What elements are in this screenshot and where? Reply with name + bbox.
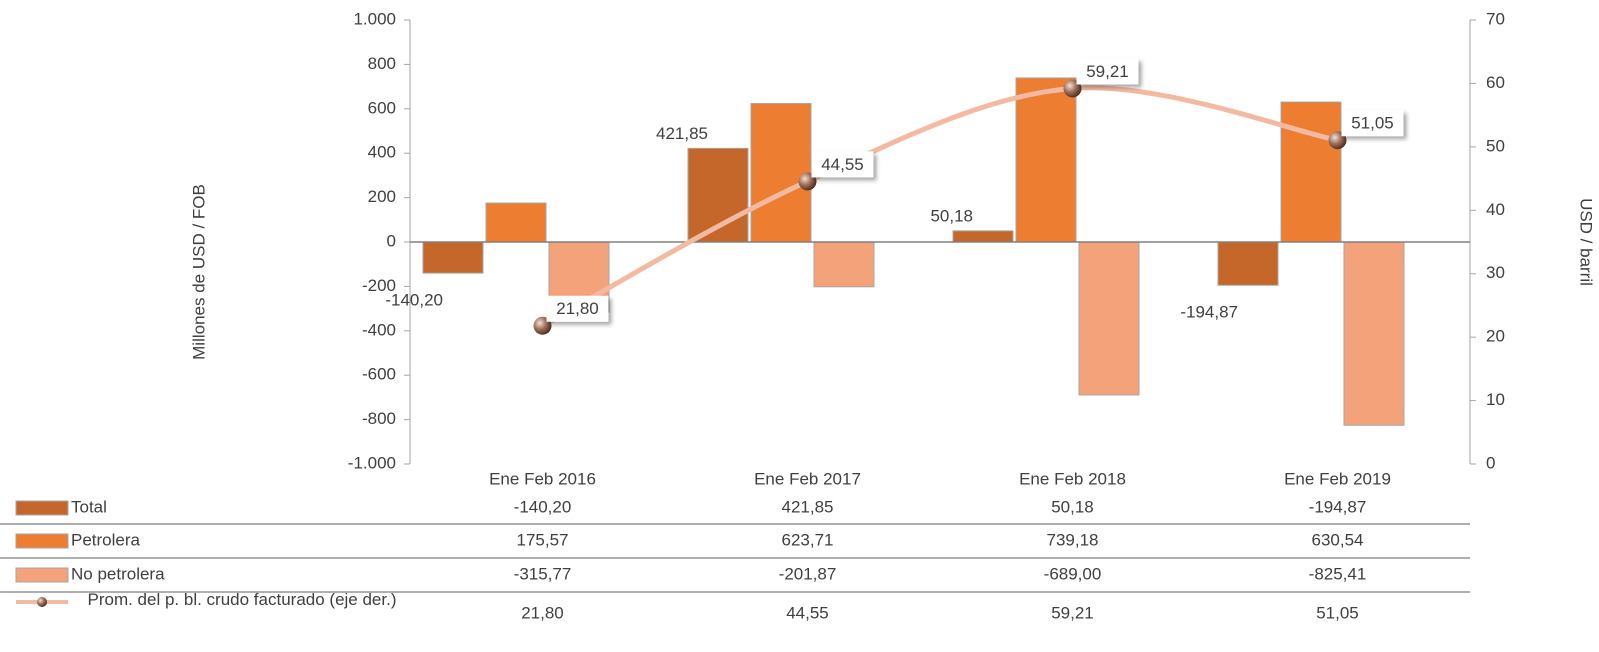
y2-tick-label: 10 xyxy=(1486,390,1505,409)
table-cell: 21,80 xyxy=(521,603,564,622)
legend-swatch xyxy=(15,567,69,583)
legend-label: Prom. del p. bl. crudo facturado (eje de… xyxy=(87,590,397,609)
bar xyxy=(1078,241,1140,396)
data-label: 51,05 xyxy=(1351,114,1394,133)
y2-tick-label: 50 xyxy=(1486,136,1505,155)
table-cell: 59,21 xyxy=(1051,603,1094,622)
y-tick-label: 800 xyxy=(368,54,396,73)
bar xyxy=(1015,77,1077,243)
table-cell: -689,00 xyxy=(1044,564,1102,583)
data-label: 44,55 xyxy=(821,155,864,174)
bar xyxy=(750,103,812,243)
legend-swatch xyxy=(15,500,69,516)
legend-label: Petrolera xyxy=(71,530,141,549)
y2-axis-title: USD / barril xyxy=(1577,198,1596,286)
y2-tick-label: 30 xyxy=(1486,263,1505,282)
x-tick-label: Ene Feb 2019 xyxy=(1284,469,1391,488)
bar xyxy=(1343,241,1405,426)
bar xyxy=(1217,241,1279,286)
data-label: 21,80 xyxy=(556,299,599,318)
table-cell: -201,87 xyxy=(779,564,837,583)
y-tick-label: 1.000 xyxy=(353,9,396,28)
data-label: -194,87 xyxy=(1180,303,1238,322)
y-tick-label: 600 xyxy=(368,98,396,117)
y-tick-label: -800 xyxy=(362,409,396,428)
y-tick-label: 400 xyxy=(368,143,396,162)
legend-label: No petrolera xyxy=(71,564,165,583)
data-label: 421,85 xyxy=(656,124,708,143)
y-tick-label: -200 xyxy=(362,276,396,295)
y2-tick-label: 70 xyxy=(1486,9,1505,28)
table-cell: 175,57 xyxy=(517,530,569,549)
table-cell: 421,85 xyxy=(782,497,834,516)
bar xyxy=(952,230,1014,243)
bar xyxy=(422,241,484,274)
y-axis-title: Millones de USD / FOB xyxy=(189,184,208,360)
x-tick-label: Ene Feb 2017 xyxy=(754,469,861,488)
table-cell: 44,55 xyxy=(786,603,829,622)
y2-tick-label: 60 xyxy=(1486,73,1505,92)
data-label: 59,21 xyxy=(1086,62,1129,81)
bar xyxy=(485,202,547,243)
data-label: -140,20 xyxy=(385,291,443,310)
table-cell: 51,05 xyxy=(1316,603,1359,622)
legend-label: Total xyxy=(71,497,107,516)
table-cell: 630,54 xyxy=(1312,530,1364,549)
table-cell: -825,41 xyxy=(1309,564,1367,583)
table-cell: -194,87 xyxy=(1309,497,1367,516)
table-cell: 739,18 xyxy=(1047,530,1099,549)
legend-marker xyxy=(37,597,47,607)
label-box xyxy=(546,295,609,322)
label-box xyxy=(811,151,874,178)
legend-swatch xyxy=(15,533,69,549)
bar xyxy=(813,241,875,288)
y-tick-label: -400 xyxy=(362,320,396,339)
bar xyxy=(1280,101,1342,243)
table-cell: 623,71 xyxy=(782,530,834,549)
table-cell: -140,20 xyxy=(514,497,572,516)
table-cell: 50,18 xyxy=(1051,497,1094,516)
label-box xyxy=(1076,58,1139,85)
y-tick-label: 200 xyxy=(368,187,396,206)
table-cell: -315,77 xyxy=(514,564,572,583)
label-box xyxy=(1341,110,1404,137)
x-tick-label: Ene Feb 2016 xyxy=(489,469,596,488)
y-tick-label: -600 xyxy=(362,365,396,384)
data-label: 50,18 xyxy=(930,206,973,225)
y-tick-label: -1.000 xyxy=(348,453,396,472)
line xyxy=(540,85,1340,329)
y2-tick-label: 40 xyxy=(1486,200,1505,219)
y2-tick-label: 0 xyxy=(1486,453,1495,472)
y-tick-label: 0 xyxy=(387,231,396,250)
x-tick-label: Ene Feb 2018 xyxy=(1019,469,1126,488)
y2-tick-label: 20 xyxy=(1486,327,1505,346)
